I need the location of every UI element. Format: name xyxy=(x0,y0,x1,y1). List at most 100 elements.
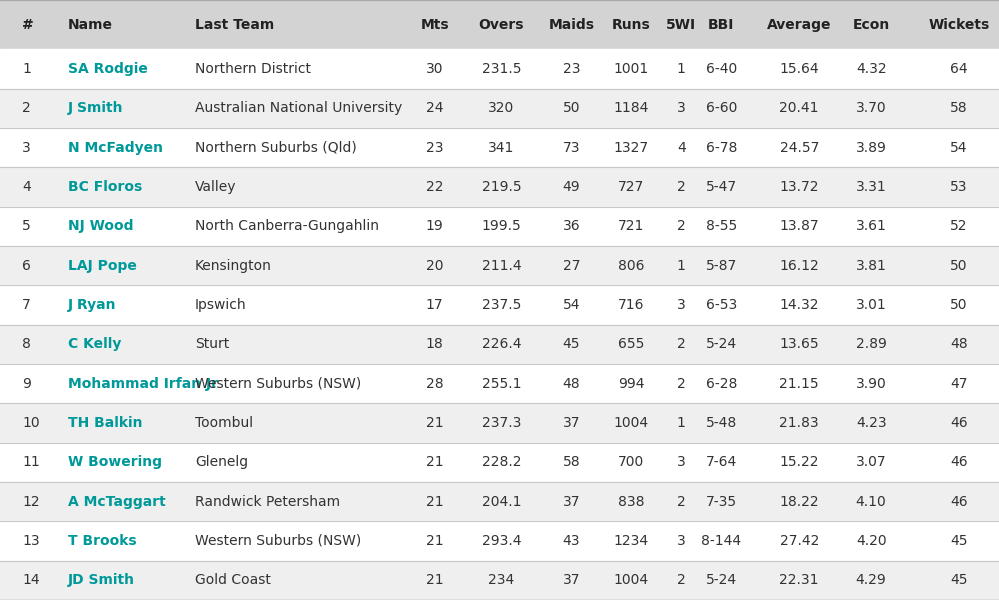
Text: 8-144: 8-144 xyxy=(701,534,741,548)
Text: 21.15: 21.15 xyxy=(779,377,819,391)
Text: 21: 21 xyxy=(426,455,444,469)
Text: 54: 54 xyxy=(562,298,580,312)
Text: 45: 45 xyxy=(562,337,580,351)
Text: 43: 43 xyxy=(562,534,580,548)
Text: J Smith: J Smith xyxy=(68,101,124,115)
Text: J Ryan: J Ryan xyxy=(68,298,117,312)
Text: 1: 1 xyxy=(677,62,685,76)
Text: 19: 19 xyxy=(426,219,444,233)
Text: North Canberra-Gungahlin: North Canberra-Gungahlin xyxy=(195,219,379,233)
Text: 204.1: 204.1 xyxy=(482,494,521,509)
Text: 45: 45 xyxy=(950,534,968,548)
Text: 2: 2 xyxy=(677,494,685,509)
Text: 2: 2 xyxy=(677,337,685,351)
Text: 1: 1 xyxy=(677,259,685,272)
Text: 5-47: 5-47 xyxy=(705,180,737,194)
Text: 2.89: 2.89 xyxy=(856,337,886,351)
Text: 5: 5 xyxy=(22,219,31,233)
Text: 45: 45 xyxy=(950,574,968,587)
Text: 2: 2 xyxy=(677,574,685,587)
Text: Northern Suburbs (Qld): Northern Suburbs (Qld) xyxy=(195,140,357,155)
Text: 3: 3 xyxy=(677,298,685,312)
Text: 24.57: 24.57 xyxy=(779,140,819,155)
Text: 3.01: 3.01 xyxy=(856,298,886,312)
Text: 226.4: 226.4 xyxy=(482,337,521,351)
Text: 293.4: 293.4 xyxy=(482,534,521,548)
Text: 49: 49 xyxy=(562,180,580,194)
Text: Kensington: Kensington xyxy=(195,259,272,272)
Text: 228.2: 228.2 xyxy=(482,455,521,469)
Text: 2: 2 xyxy=(677,377,685,391)
Text: 46: 46 xyxy=(950,494,968,509)
Text: 11: 11 xyxy=(22,455,40,469)
Text: 2: 2 xyxy=(22,101,31,115)
Text: 64: 64 xyxy=(950,62,968,76)
Text: 50: 50 xyxy=(950,298,968,312)
Text: 58: 58 xyxy=(950,101,968,115)
Text: BBI: BBI xyxy=(708,17,734,32)
Text: 15.64: 15.64 xyxy=(779,62,819,76)
Text: #: # xyxy=(22,17,34,32)
Text: 23: 23 xyxy=(426,140,444,155)
Text: 20: 20 xyxy=(426,259,444,272)
Text: 50: 50 xyxy=(950,259,968,272)
Text: 3.90: 3.90 xyxy=(856,377,886,391)
Text: Western Suburbs (NSW): Western Suburbs (NSW) xyxy=(195,534,361,548)
Bar xyxy=(0,325,999,364)
Text: 1234: 1234 xyxy=(613,534,649,548)
Bar xyxy=(0,285,999,325)
Text: 24: 24 xyxy=(426,101,444,115)
Text: 3.89: 3.89 xyxy=(856,140,886,155)
Text: 21: 21 xyxy=(426,534,444,548)
Text: T Brooks: T Brooks xyxy=(68,534,137,548)
Text: C Kelly: C Kelly xyxy=(68,337,121,351)
Text: 7-35: 7-35 xyxy=(705,494,737,509)
Text: 211.4: 211.4 xyxy=(482,259,521,272)
Text: 7-64: 7-64 xyxy=(705,455,737,469)
Text: 47: 47 xyxy=(950,377,968,391)
Text: 237.5: 237.5 xyxy=(482,298,521,312)
Text: 3.70: 3.70 xyxy=(856,101,886,115)
Text: 237.3: 237.3 xyxy=(482,416,521,430)
Text: Average: Average xyxy=(767,17,831,32)
Text: 721: 721 xyxy=(618,219,644,233)
Bar xyxy=(0,167,999,206)
Text: TH Balkin: TH Balkin xyxy=(68,416,143,430)
Text: 3: 3 xyxy=(677,534,685,548)
Text: Toombul: Toombul xyxy=(195,416,253,430)
Text: 4.32: 4.32 xyxy=(856,62,886,76)
Bar xyxy=(0,128,999,167)
Text: 1: 1 xyxy=(677,416,685,430)
Text: Northern District: Northern District xyxy=(195,62,311,76)
Text: Runs: Runs xyxy=(612,17,650,32)
Text: 3.07: 3.07 xyxy=(856,455,886,469)
Text: 30: 30 xyxy=(426,62,444,76)
Text: 21: 21 xyxy=(426,574,444,587)
Text: 7: 7 xyxy=(22,298,31,312)
Text: Name: Name xyxy=(68,17,113,32)
Text: 14: 14 xyxy=(22,574,40,587)
Text: 716: 716 xyxy=(618,298,644,312)
Text: 13.72: 13.72 xyxy=(779,180,819,194)
Text: 6-40: 6-40 xyxy=(705,62,737,76)
Text: 8: 8 xyxy=(22,337,31,351)
Text: 13.65: 13.65 xyxy=(779,337,819,351)
Text: 18: 18 xyxy=(426,337,444,351)
Text: N McFadyen: N McFadyen xyxy=(68,140,163,155)
Bar xyxy=(0,206,999,246)
Text: 320: 320 xyxy=(489,101,514,115)
Text: 48: 48 xyxy=(950,337,968,351)
Text: 27.42: 27.42 xyxy=(779,534,819,548)
Text: Wickets: Wickets xyxy=(928,17,990,32)
Text: 17: 17 xyxy=(426,298,444,312)
Text: 36: 36 xyxy=(562,219,580,233)
Text: 1327: 1327 xyxy=(613,140,649,155)
Text: 727: 727 xyxy=(618,180,644,194)
Text: 8-55: 8-55 xyxy=(705,219,737,233)
Text: W Bowering: W Bowering xyxy=(68,455,162,469)
Text: 5-24: 5-24 xyxy=(705,574,737,587)
Text: 1004: 1004 xyxy=(613,574,649,587)
Text: 14.32: 14.32 xyxy=(779,298,819,312)
Text: Last Team: Last Team xyxy=(195,17,274,32)
Text: 6: 6 xyxy=(22,259,31,272)
